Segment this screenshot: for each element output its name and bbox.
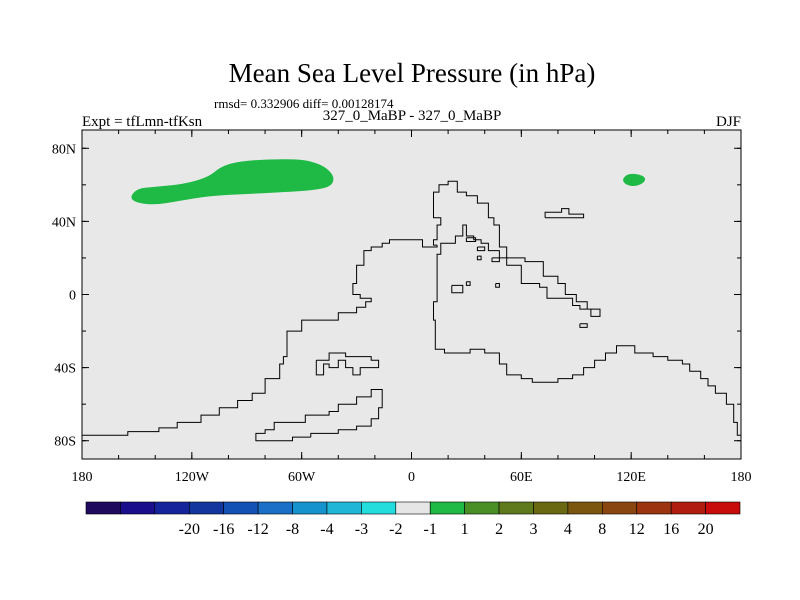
colorbar-label: 4 xyxy=(564,521,572,538)
colorbar-label: -3 xyxy=(355,521,368,538)
chart-title: Mean Sea Level Pressure (in hPa) xyxy=(229,58,596,88)
y-tick-label: 40S xyxy=(54,362,76,377)
experiment-label: Expt = tfLmn-tfKsn xyxy=(82,114,203,130)
coastline-segment xyxy=(465,237,477,242)
season-label: DJF xyxy=(716,114,741,130)
coastline-segment xyxy=(476,255,482,261)
coastline-segment xyxy=(579,323,588,328)
colorbar-swatch xyxy=(395,501,431,515)
colorbar-swatch xyxy=(567,501,603,515)
comparison-label: 327_0_MaBP - 327_0_MaBP xyxy=(323,108,502,124)
coastline-segment xyxy=(465,281,471,286)
coastline-segment xyxy=(82,239,438,436)
colorbar-swatch xyxy=(533,501,569,515)
x-tick-label: 120W xyxy=(175,470,210,485)
colorbar-swatch xyxy=(361,501,397,515)
x-tick-label: 180 xyxy=(72,470,93,485)
colorbar-label: 2 xyxy=(495,521,503,538)
colorbar-swatch xyxy=(602,501,638,515)
coastline-segment xyxy=(315,352,380,376)
colorbar-swatch xyxy=(429,501,465,515)
colorbar-label: 3 xyxy=(530,521,538,538)
colorbar-swatch xyxy=(292,501,328,515)
colorbar-swatch xyxy=(257,501,293,515)
colorbar-swatch xyxy=(326,501,362,515)
positive-anomaly-north-pacific xyxy=(131,159,334,205)
colorbar-swatch xyxy=(464,501,500,515)
colorbar-swatch xyxy=(85,501,121,515)
colorbar-label: 20 xyxy=(698,521,714,538)
x-tick-label: 60E xyxy=(510,470,533,485)
colorbar-label: -8 xyxy=(286,521,299,538)
colorbar-label: 8 xyxy=(598,521,606,538)
coastline-segment xyxy=(544,208,585,219)
colorbar-swatch xyxy=(120,501,156,515)
colorbar-label: 12 xyxy=(629,521,645,538)
colorbar-label: -12 xyxy=(247,521,268,538)
y-tick-label: 40N xyxy=(52,215,76,230)
colorbar: -20 -16 -12 -8 -4 -3 -2 -1 1 2 3 4 8 12 16 20 xyxy=(85,501,741,538)
positive-anomaly-siberia xyxy=(623,173,646,187)
x-tick-label: 120E xyxy=(616,470,646,485)
x-tick-label: 60W xyxy=(288,470,316,485)
coastline-segment xyxy=(433,180,741,436)
colorbar-swatch xyxy=(498,501,534,515)
x-tick-label: 180 xyxy=(731,470,752,485)
y-tick-label: 80N xyxy=(52,142,76,157)
stats-label: rmsd= 0.332906 diff= 0.00128174 xyxy=(214,96,394,111)
colorbar-swatch xyxy=(188,501,224,515)
colorbar-swatch xyxy=(154,501,190,515)
colorbar-swatch xyxy=(223,501,259,515)
coastline-segment xyxy=(491,257,500,263)
x-tick-label: 0 xyxy=(408,470,415,485)
coastline-segment xyxy=(476,246,486,252)
colorbar-label: -1 xyxy=(424,521,437,538)
coastline-segment xyxy=(255,389,383,442)
y-axis: 80N 40N 0 40S 80S xyxy=(52,142,741,450)
x-axis: 180 120W 60W 0 60E 120E 180 xyxy=(72,130,752,485)
colorbar-label: 1 xyxy=(461,521,469,538)
coastline-layer xyxy=(82,180,741,442)
colorbar-swatch xyxy=(636,501,672,515)
colorbar-swatch xyxy=(705,501,741,515)
colorbar-label: -16 xyxy=(213,521,234,538)
colorbar-label: -2 xyxy=(389,521,402,538)
colorbar-label: 16 xyxy=(663,521,679,538)
colorbar-swatch xyxy=(670,501,706,515)
y-tick-label: 0 xyxy=(69,289,76,304)
anomaly-layer xyxy=(131,159,646,205)
coastline-segment xyxy=(451,284,464,294)
coastline-segment xyxy=(495,283,500,288)
colorbar-label: -4 xyxy=(320,521,333,538)
colorbar-label: -20 xyxy=(179,521,200,538)
y-tick-label: 80S xyxy=(54,435,76,450)
